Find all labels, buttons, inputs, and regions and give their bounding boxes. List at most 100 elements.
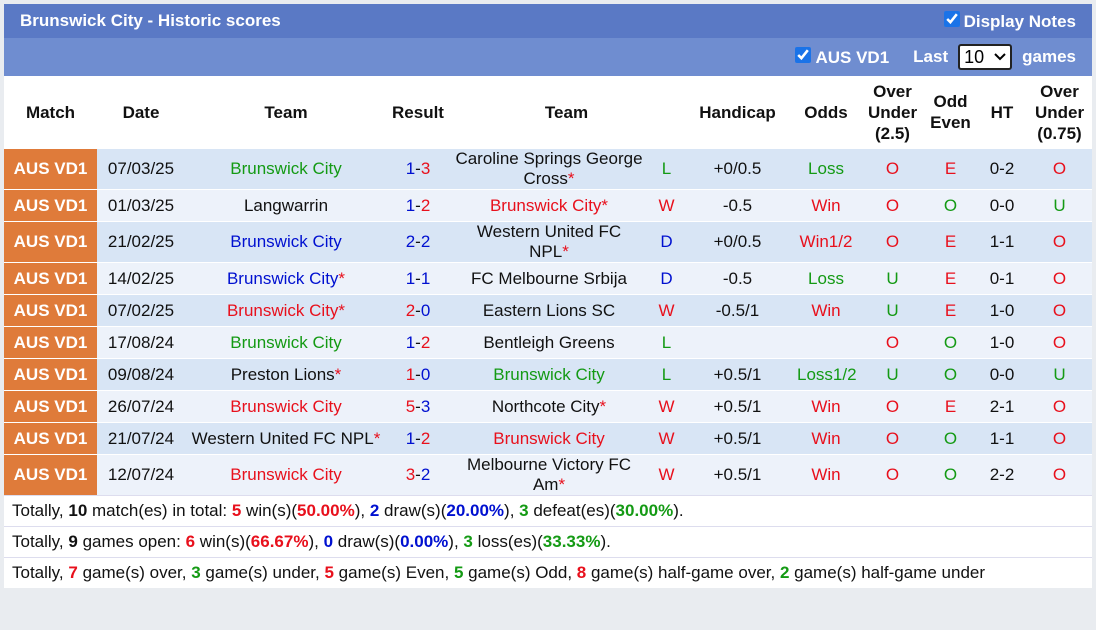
team-name: Northcote City (491, 396, 600, 416)
summary-text: draw(s)( (333, 532, 401, 551)
ou075-value: O (1052, 300, 1067, 320)
home-score: 2 (405, 232, 416, 251)
wl-cell: W (649, 294, 684, 327)
league-label: AUS VD1 (815, 47, 890, 67)
ou075-value: U (1053, 364, 1066, 384)
ou-cell: U (861, 294, 924, 327)
handicap-value: -0.5/1 (715, 300, 760, 320)
score-separator: - (415, 159, 421, 178)
ht-cell: 1-1 (977, 422, 1027, 455)
oe-cell: E (924, 390, 977, 423)
handicap-cell: +0.5/1 (684, 358, 791, 391)
team-name: Brunswick City (489, 195, 602, 215)
summary-text: Totally, (12, 532, 69, 551)
column-header: Odds (791, 76, 861, 149)
oe-cell: O (924, 422, 977, 455)
ht-value: 1-1 (989, 232, 1015, 251)
home-team: Brunswick City* (185, 294, 387, 327)
summary-figure: 33.33% (542, 532, 601, 551)
summary-figure: 5 (231, 501, 242, 520)
league-toggle[interactable]: AUS VD1 (795, 46, 890, 68)
team-name: Brunswick City (226, 268, 339, 288)
team-name: Caroline Springs George Cross (455, 149, 643, 188)
ou-cell: O (1027, 221, 1092, 263)
oe-value: E (944, 159, 957, 178)
oe-value: O (943, 428, 958, 448)
summary-text: ), (448, 532, 464, 551)
team-name: Brunswick City (493, 428, 605, 448)
notes-toggle[interactable]: Display Notes (943, 10, 1076, 32)
odds-value: Win (811, 300, 841, 320)
home-score: 1 (405, 364, 416, 384)
count-select[interactable]: 10 (958, 44, 1013, 70)
ht-cell: 0-0 (977, 189, 1027, 222)
summary-line: Totally, 7 game(s) over, 3 game(s) under… (4, 557, 1092, 588)
handicap-cell: -0.5 (684, 189, 791, 222)
handicap-cell: +0.5/1 (684, 422, 791, 455)
ou075-value: O (1052, 428, 1067, 448)
ou-cell: O (861, 454, 924, 495)
summary-text: win(s)( (241, 501, 298, 520)
home-team: Brunswick City (185, 221, 387, 263)
team-name: Bentleigh Greens (483, 332, 615, 352)
team-note: * (373, 428, 381, 448)
filter-bar: AUS VD1 Last 10 games (4, 38, 1092, 76)
away-score: 0 (420, 364, 431, 384)
score-separator: - (415, 428, 421, 448)
column-header: Over Under (2.5) (861, 76, 924, 149)
home-score: 1 (405, 159, 416, 178)
away-score: 2 (420, 232, 431, 251)
ou-value: U (886, 268, 899, 288)
odds-value: Win (811, 428, 841, 448)
match-row: AUS VD1 14/02/25 Brunswick City* 1-1 FC Melb… (4, 262, 1092, 295)
match-row: AUS VD1 01/03/25 Langwarrin 1-2 Brunswick Ci… (4, 189, 1092, 222)
summary-figure: 8 (576, 563, 587, 582)
summary-text: ), (308, 532, 324, 551)
wl-value: D (660, 268, 673, 288)
wl-cell: L (649, 358, 684, 391)
column-header: Match (4, 76, 97, 149)
team-name: Brunswick City (230, 396, 342, 416)
away-team: FC Melbourne Srbija (449, 262, 649, 295)
ht-cell: 2-1 (977, 390, 1027, 423)
result: 2-0 (387, 294, 449, 327)
match-row: AUS VD1 07/02/25 Brunswick City* 2-0 Eastern… (4, 294, 1092, 327)
wl-cell: W (649, 189, 684, 222)
wl-cell: D (649, 221, 684, 263)
away-score: 2 (420, 428, 431, 448)
team-name: FC Melbourne Srbija (471, 268, 627, 288)
summary-text: Totally, (12, 501, 69, 520)
last-label: Last (913, 47, 949, 66)
home-score: 1 (405, 428, 416, 448)
league: AUS VD1 (4, 422, 97, 455)
odds-cell (791, 326, 861, 359)
ou-cell: U (1027, 189, 1092, 222)
oe-cell: E (924, 221, 977, 263)
team-note: * (567, 169, 575, 188)
date: 07/02/25 (97, 294, 185, 327)
home-team: Preston Lions* (185, 358, 387, 391)
team-note: * (338, 300, 346, 320)
title-bar: Brunswick City - Historic scores Display… (4, 4, 1092, 38)
result: 2-2 (387, 221, 449, 263)
league-checkbox[interactable] (795, 46, 812, 63)
summary-figure: 3 (191, 563, 201, 582)
team-note: * (562, 242, 569, 261)
table-body: AUS VD1 07/03/25 Brunswick City 1-3 Caroline… (4, 148, 1092, 495)
team-name: Western United FC NPL (191, 428, 374, 448)
summary-figure: 2 (369, 501, 380, 520)
result: 1-2 (387, 189, 449, 222)
column-header: Team (185, 76, 387, 149)
league: AUS VD1 (4, 262, 97, 295)
dropdown-arrow (994, 53, 1006, 61)
summary-text: game(s) Odd, (463, 563, 577, 582)
match-row: AUS VD1 09/08/24 Preston Lions* 1-0 Brunswic… (4, 358, 1092, 391)
wl-cell: W (649, 390, 684, 423)
away-team: Bentleigh Greens (449, 326, 649, 359)
wl-value: D (660, 232, 673, 251)
notes-checkbox[interactable] (943, 10, 960, 27)
wl-value: W (658, 396, 675, 416)
ht-value: 0-2 (989, 159, 1015, 178)
ou-value: O (885, 159, 900, 178)
